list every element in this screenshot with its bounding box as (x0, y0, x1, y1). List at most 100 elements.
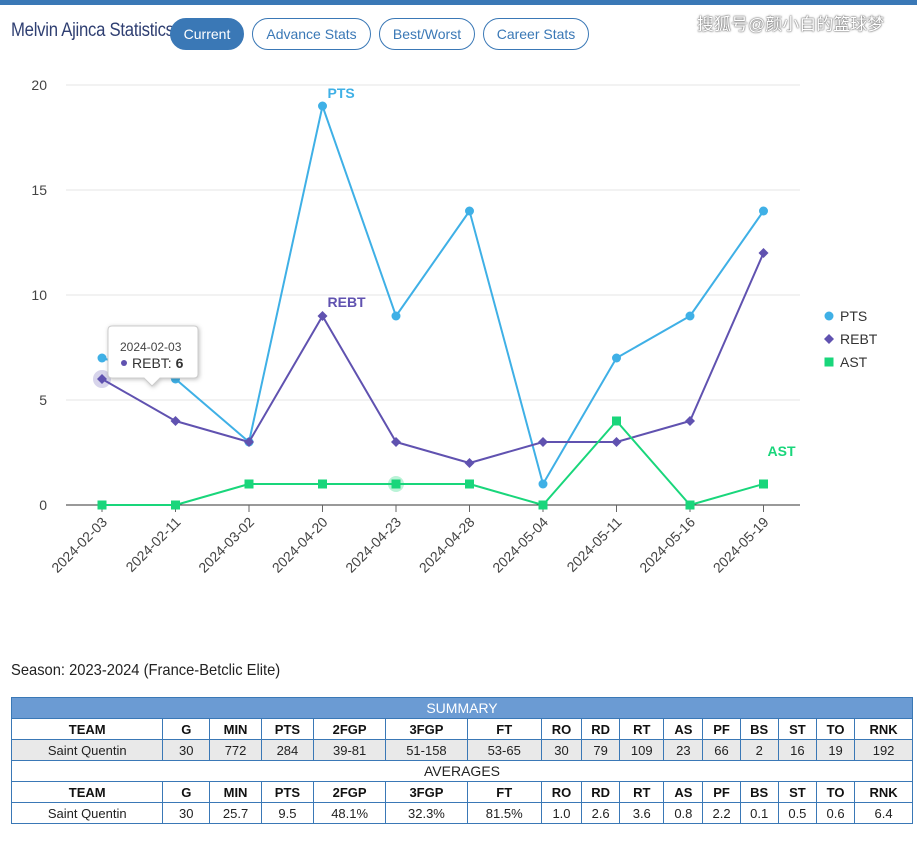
averages-cell-9: 3.6 (619, 802, 665, 824)
tooltip-number: 6 (176, 355, 184, 371)
tab-best-worst[interactable]: Best/Worst (379, 18, 475, 50)
averages-cell-1: 30 (162, 802, 211, 824)
averages-cell-15: 6.4 (854, 802, 913, 824)
page-title: Melvin Ajinca Statistics (11, 20, 174, 41)
summary-cell-8: 79 (581, 739, 621, 761)
point-rebt (244, 437, 254, 447)
summary-cell-7: 30 (540, 739, 583, 761)
averages-cell-13: 0.5 (777, 802, 817, 824)
summary-cell-1: 30 (162, 739, 211, 761)
averages-col-header-12: BS (739, 781, 779, 803)
averages-cell-3: 9.5 (260, 802, 314, 824)
averages-cell-5: 32.3% (385, 802, 468, 824)
tooltip-value: REBT: 6 (132, 355, 184, 371)
summary-cell-14: 19 (815, 739, 856, 761)
point-pts (318, 101, 327, 111)
point-pts (391, 311, 401, 321)
point-rebt (538, 437, 548, 447)
point-ast (465, 479, 474, 489)
summary-col-header-10: AS (663, 718, 704, 740)
x-tick-label: 2024-04-23 (342, 514, 404, 576)
averages-col-header-14: TO (815, 781, 856, 803)
season-label: Season: 2023-2024 (France-Betclic Elite) (11, 662, 281, 679)
summary-cell-15: 192 (854, 739, 913, 761)
averages-cell-11: 2.2 (702, 802, 741, 824)
summary-title: SUMMARY (11, 697, 913, 719)
legend-marker-rebt (824, 334, 834, 344)
tab-current[interactable]: Current (170, 18, 244, 50)
summary-col-header-2: MIN (209, 718, 262, 740)
averages-cell-14: 0.6 (815, 802, 856, 824)
point-rebt (611, 437, 622, 447)
point-rebt (685, 416, 695, 426)
x-tick-label: 2024-05-19 (710, 514, 772, 576)
tooltip-dot (121, 360, 127, 366)
averages-col-header-0: TEAM (10, 781, 164, 803)
series-line-ast (102, 420, 764, 506)
averages-cell-2: 25.7 (209, 802, 262, 824)
point-pts (538, 479, 548, 489)
averages-title: AVERAGES (11, 760, 913, 782)
point-ast (685, 500, 695, 510)
y-tick-label: 15 (31, 182, 47, 198)
legend-label: AST (840, 354, 868, 370)
point-pts (465, 206, 474, 216)
top-nav-bar (0, 0, 917, 5)
summary-col-header-1: G (162, 718, 211, 740)
averages-col-header-8: RD (581, 781, 621, 803)
series-label-rebt: REBT (328, 294, 367, 310)
legend-label: REBT (840, 331, 878, 347)
tooltip-series-label: REBT: (132, 355, 176, 371)
point-rebt (97, 374, 107, 384)
point-rebt (317, 311, 328, 321)
summary-col-header-8: RD (581, 718, 621, 740)
point-ast (391, 479, 401, 489)
averages-cell-6: 81.5% (466, 802, 542, 824)
averages-cell-4: 48.1% (312, 802, 387, 824)
legend-label: PTS (840, 308, 867, 324)
point-rebt (170, 416, 181, 426)
summary-cell-3: 284 (260, 739, 314, 761)
x-tick-label: 2024-02-03 (48, 514, 110, 576)
x-tick-label: 2024-04-20 (269, 514, 331, 576)
point-ast (244, 479, 254, 489)
hover-halo-ast (388, 476, 404, 492)
x-tick-label: 2024-04-28 (416, 514, 478, 576)
summary-header-row: TEAM G MIN PTS 2FGP 3FGP FT RO RD RT AS PF BS ST TO RNK (10, 718, 913, 740)
summary-cell-9: 109 (619, 739, 665, 761)
tooltip-date: 2024-02-03 (120, 340, 182, 354)
point-rebt (758, 248, 769, 258)
summary-cell-6: 53-65 (466, 739, 542, 761)
averages-col-header-3: PTS (260, 781, 314, 803)
point-pts (97, 353, 107, 363)
summary-col-header-5: 3FGP (385, 718, 468, 740)
y-tick-label: 5 (39, 392, 47, 408)
summary-col-header-6: FT (466, 718, 542, 740)
y-tick-label: 20 (31, 77, 47, 93)
tab-advance-stats[interactable]: Advance Stats (252, 18, 371, 50)
averages-cell-10: 0.8 (663, 802, 704, 824)
summary-col-header-14: TO (815, 718, 856, 740)
summary-col-header-9: RT (619, 718, 665, 740)
watermark: 搜狐号@颜小白的篮球梦 (697, 15, 885, 34)
point-ast (171, 500, 180, 510)
averages-header-row: TEAM G MIN PTS 2FGP 3FGP FT RO RD RT AS PF BS ST TO RNK (10, 781, 913, 803)
hover-halo-rebt (93, 370, 111, 388)
averages-cell-12: 0.1 (739, 802, 779, 824)
summary-col-header-7: RO (540, 718, 583, 740)
averages-cell-0: Saint Quentin (10, 802, 164, 824)
averages-col-header-10: AS (663, 781, 704, 803)
series-line-rebt (101, 252, 765, 464)
averages-col-header-2: MIN (209, 781, 262, 803)
point-pts (759, 206, 768, 216)
summary-cell-2: 772 (209, 739, 262, 761)
point-pts (685, 311, 695, 321)
summary-col-header-15: RNK (854, 718, 913, 740)
summary-col-header-4: 2FGP (312, 718, 387, 740)
tab-career-stats[interactable]: Career Stats (483, 18, 589, 50)
summary-col-header-3: PTS (260, 718, 314, 740)
summary-cell-0: Saint Quentin (10, 739, 164, 761)
averages-col-header-4: 2FGP (312, 781, 387, 803)
summary-col-header-12: BS (739, 718, 779, 740)
